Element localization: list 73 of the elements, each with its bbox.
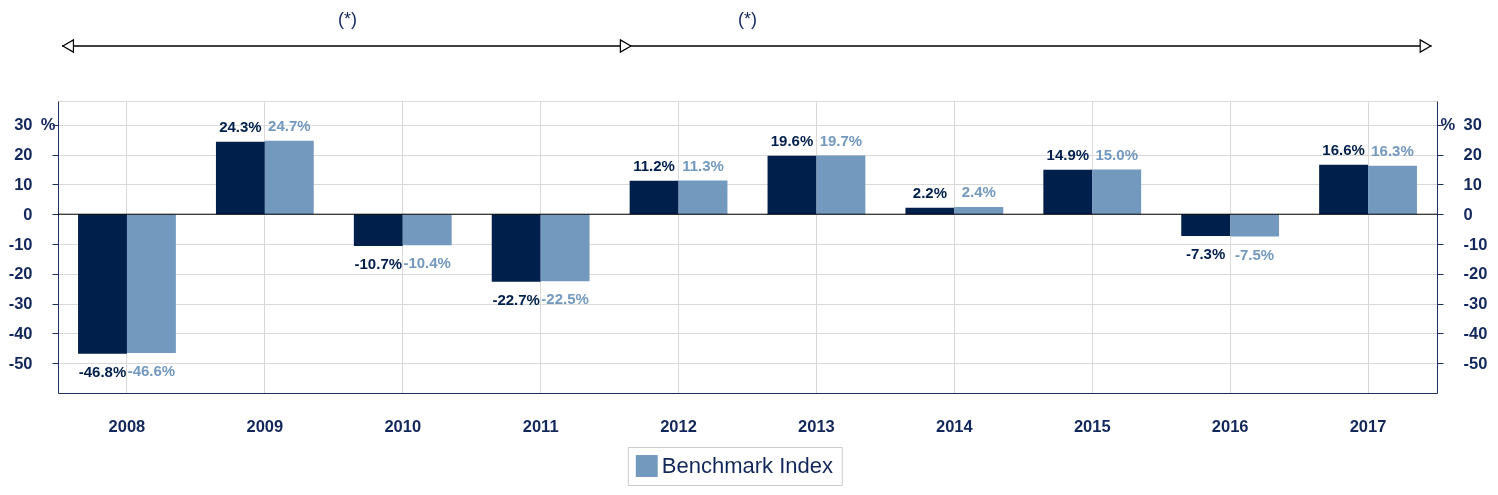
data-label: 16.6% [1322,140,1365,158]
y2-tick-label: -20 [1463,264,1488,283]
y2-tick-label: 10 [1463,174,1482,193]
data-label: 24.3% [219,117,262,135]
bar [402,214,452,246]
bar [1319,164,1369,215]
bar [629,180,679,215]
bar [1043,169,1093,215]
x-tick-label: 2017 [1349,416,1387,435]
x-tick-label: 2014 [935,416,974,435]
y2-tick-label: 30 [1463,115,1482,134]
bar [816,155,866,215]
data-label: -10.4% [403,254,451,272]
y2-tick-label: -30 [1463,294,1488,313]
bar [678,180,728,215]
y-tick-label: 20 [14,145,33,164]
y2-axis-title: % [1440,115,1456,134]
bar [540,214,590,282]
data-label: 11.3% [682,156,724,174]
data-label: 14.9% [1046,145,1090,163]
x-tick-label: 2008 [108,416,146,435]
y2-tick-label: -50 [1463,353,1488,372]
data-label: 11.2% [633,156,675,174]
data-label: 19.6% [770,131,814,149]
bar [215,141,265,215]
x-tick-label: 2012 [660,416,697,435]
x-tick-label: 2010 [384,416,422,435]
x-tick-label: 2009 [246,416,284,435]
x-tick-label: 2013 [798,416,835,435]
y-tick-label: -20 [8,264,33,283]
bar [954,207,1004,215]
data-label: -46.6% [127,362,176,380]
bar [767,155,817,215]
y-axis-title: % [40,115,56,134]
data-label: 24.7% [268,116,311,134]
data-label: 19.7% [819,131,863,149]
y-tick-label: -50 [8,353,33,372]
text: (*) [738,9,757,29]
y2-tick-label: -40 [1463,323,1488,342]
y-tick-label: 0 [23,204,33,223]
bar [126,214,176,354]
x-tick-label: 2016 [1211,416,1249,435]
data-label: 2.4% [961,183,996,201]
data-label: -10.7% [354,255,403,273]
y-tick-label: 30 [14,115,33,134]
bar [1092,169,1142,215]
x-tick-label: 2011 [522,416,559,435]
legend-label: Benchmark Index [661,453,833,478]
bar [78,214,127,354]
data-label: -7.3% [1186,244,1226,262]
bar [1368,165,1417,215]
x-tick-label: 2015 [1073,416,1111,435]
bar [1181,214,1231,236]
data-label: -22.5% [541,290,589,308]
bar [264,140,314,215]
data-label: -7.5% [1235,245,1275,263]
bar [905,207,955,215]
data-label: -46.8% [78,362,127,380]
data-label: 16.3% [1371,141,1414,159]
bar [491,214,541,282]
bar [1230,214,1280,237]
text: (*) [338,9,358,29]
y2-tick-label: 20 [1463,145,1482,164]
data-label: 2.2% [912,183,947,201]
y2-tick-label: 0 [1463,204,1473,223]
y-tick-label: -10 [8,234,33,253]
y-tick-label: 10 [14,174,33,193]
y-tick-label: -30 [8,294,33,313]
data-label: -22.7% [492,290,540,308]
y2-tick-label: -10 [1463,234,1488,253]
bar [353,214,403,247]
y-tick-label: -40 [8,323,33,342]
data-label: 15.0% [1095,145,1138,163]
